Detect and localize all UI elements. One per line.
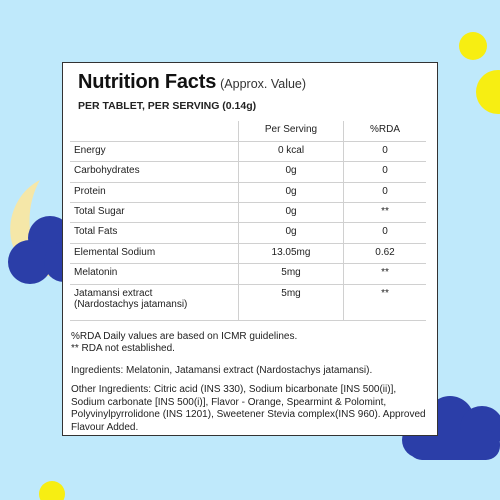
table-row: Protein 0g 0	[70, 181, 426, 204]
footnote: ** RDA not established.	[71, 343, 175, 355]
nutrient-name: Jatamansi extract	[74, 287, 153, 299]
table-header-row: Per Serving %RDA	[70, 121, 426, 142]
nutrient-name: Energy	[70, 140, 239, 163]
rda-value: **	[343, 283, 426, 321]
rda-value: 0	[343, 140, 426, 163]
column-header	[70, 121, 239, 142]
nutrient-botanical-name: (Nardostachys jatamansi)	[74, 298, 188, 310]
table-row: Total Fats 0g 0	[70, 222, 426, 244]
rda-value: **	[343, 263, 426, 285]
ingredients-text: Ingredients: Melatonin, Jatamansi extrac…	[71, 364, 373, 376]
table-row: Melatonin 5mg **	[70, 263, 426, 285]
footnotes: %RDA Daily values are based on ICMR guid…	[71, 331, 431, 356]
table-row: Jatamansi extract (Nardostachys jatamans…	[70, 283, 426, 321]
per-serving-value: 0g	[238, 222, 344, 244]
nutrient-name-cell: Jatamansi extract (Nardostachys jatamans…	[70, 283, 239, 321]
rda-value: 0	[343, 222, 426, 244]
footnote: %RDA Daily values are based on ICMR guid…	[71, 330, 298, 342]
other-ingredients-text: Other Ingredients: Citric acid (INS 330)…	[71, 384, 426, 433]
column-header: Per Serving	[238, 121, 344, 142]
yellow-dot-icon	[459, 32, 487, 60]
per-serving-value: 0g	[238, 202, 344, 224]
nutrient-name: Melatonin	[70, 263, 239, 285]
table-row: Energy 0 kcal 0	[70, 140, 426, 163]
table-row: Total Sugar 0g **	[70, 202, 426, 224]
nutrient-name: Total Fats	[70, 222, 239, 244]
per-serving-value: 13.05mg	[238, 242, 344, 265]
per-serving-value: 0 kcal	[238, 140, 344, 163]
per-serving-value: 5mg	[238, 263, 344, 285]
per-serving-value: 0g	[238, 181, 344, 204]
rda-value: 0	[343, 181, 426, 204]
label-header: Nutrition Facts (Approx. Value)	[78, 71, 431, 94]
per-serving-value: 5mg	[238, 283, 344, 321]
yellow-dot-icon	[476, 70, 500, 114]
table-row: Elemental Sodium 13.05mg 0.62	[70, 242, 426, 265]
rda-value: 0	[343, 161, 426, 183]
nutrient-name: Protein	[70, 181, 239, 204]
yellow-dot-icon	[39, 481, 65, 500]
rda-value: **	[343, 202, 426, 224]
nutrition-table: Per Serving %RDA Energy 0 kcal 0 Carbohy…	[70, 121, 426, 321]
label-title-note: (Approx. Value)	[220, 77, 307, 91]
nutrient-name: Carbohydrates	[70, 161, 239, 183]
column-header: %RDA	[343, 121, 426, 142]
nutrient-name: Elemental Sodium	[70, 242, 239, 265]
per-serving-value: 0g	[238, 161, 344, 183]
serving-size-line: PER TABLET, PER SERVING (0.14g)	[78, 100, 257, 112]
nutrition-facts-label: Nutrition Facts (Approx. Value) PER TABL…	[62, 62, 438, 436]
table-row: Carbohydrates 0g 0	[70, 161, 426, 183]
nutrient-name: Total Sugar	[70, 202, 239, 224]
rda-value: 0.62	[343, 242, 426, 265]
label-title: Nutrition Facts	[78, 71, 217, 93]
